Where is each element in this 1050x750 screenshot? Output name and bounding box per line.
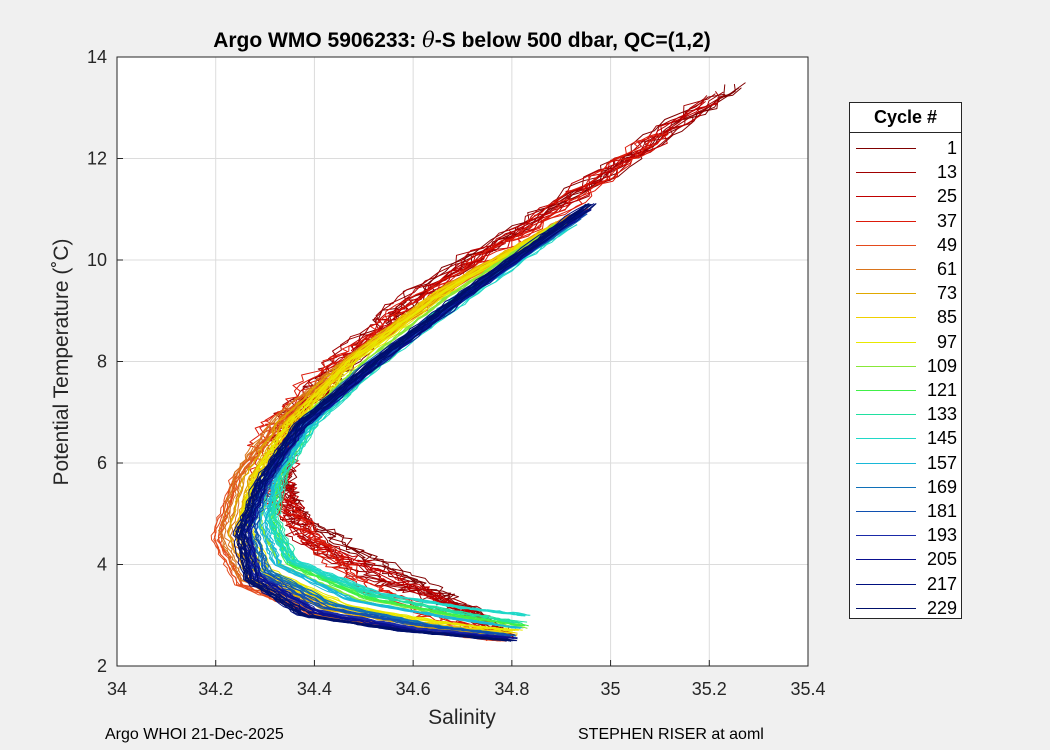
legend-label: 121	[926, 380, 957, 400]
footer-left: Argo WHOI 21-Dec-2025	[105, 726, 284, 743]
legend-label: 157	[926, 452, 957, 473]
legend-entry: 109	[850, 355, 963, 379]
legend-title: Cycle #	[850, 103, 961, 133]
legend-swatch	[856, 607, 916, 609]
legend-label: 73	[936, 283, 957, 304]
legend-swatch	[856, 438, 916, 440]
x-tick-labels: 34 34.2 34.4 34.6 34.8 35 35.2 35.4	[107, 679, 826, 699]
legend-entry: 37	[850, 210, 963, 234]
title-theta: θ	[422, 28, 435, 52]
x-tick-label: 34.8	[494, 679, 529, 699]
y-tick-label: 12	[87, 149, 107, 169]
legend-swatch	[856, 583, 916, 585]
legend-label: 169	[926, 476, 957, 497]
plot-frame	[116, 56, 809, 667]
legend-entry: 133	[850, 403, 963, 427]
legend-label: 133	[926, 404, 957, 425]
x-tick-label: 34.6	[396, 679, 431, 699]
x-tick-label: 34.2	[198, 679, 233, 699]
legend-swatch	[856, 559, 916, 561]
legend-entry: 217	[850, 573, 963, 597]
legend-swatch	[856, 244, 916, 246]
legend-entry: 1	[850, 137, 963, 161]
legend-label: 229	[926, 597, 957, 618]
legend-swatch	[856, 511, 916, 512]
title-suffix: -S below 500 dbar, QC=(1,2)	[435, 29, 711, 52]
legend-swatch	[856, 390, 916, 391]
profile-line-229	[244, 203, 597, 641]
legend-label: 49	[936, 234, 957, 255]
footer-right: STEPHEN RISER at aoml	[578, 726, 764, 743]
profile-line-205	[250, 208, 592, 640]
legend-label: 85	[936, 307, 957, 328]
legend-swatch	[856, 317, 916, 319]
x-tick-label: 34.4	[297, 679, 332, 699]
y-tick-label: 4	[97, 555, 107, 575]
legend-label: 109	[926, 355, 957, 376]
x-axis-label: Salinity	[428, 706, 496, 729]
legend-entry: 97	[850, 331, 963, 355]
legend: Cycle # 1 13 25 37 49 61 73 85 97 109 121 133 145 157…	[849, 102, 962, 619]
legend-entry: 205	[850, 548, 963, 572]
legend-swatch	[856, 365, 916, 367]
legend-label: 13	[936, 162, 957, 183]
title-prefix: Argo WMO 5906233:	[213, 29, 422, 52]
legend-entry: 121	[850, 379, 963, 403]
y-tick-label: 8	[97, 352, 107, 372]
legend-swatch	[856, 535, 916, 537]
legend-entry: 61	[850, 258, 963, 282]
chart-title: Argo WMO 5906233: θ-S below 500 dbar, QC…	[213, 28, 711, 52]
legend-label: 217	[926, 573, 957, 594]
y-axis-label: Potential Temperature (˚C)	[50, 238, 73, 485]
legend-swatch	[856, 486, 916, 488]
legend-swatch	[856, 341, 916, 343]
legend-label: 37	[936, 210, 957, 231]
legend-label: 145	[926, 428, 957, 449]
profile-line-145	[274, 224, 578, 616]
legend-label: 181	[926, 501, 957, 521]
y-tick-label: 10	[87, 250, 107, 270]
x-tick-label: 35.2	[692, 679, 727, 699]
legend-swatch	[856, 414, 916, 416]
legend-label: 25	[936, 186, 957, 207]
legend-entry: 193	[850, 524, 963, 548]
legend-swatch	[856, 148, 916, 149]
legend-label: 1	[946, 138, 957, 158]
legend-swatch	[856, 462, 916, 464]
x-tick-label: 35	[601, 679, 621, 699]
legend-entry: 85	[850, 306, 963, 330]
legend-label: 205	[926, 549, 957, 570]
y-tick-label: 14	[87, 47, 107, 67]
y-tick-label: 6	[97, 453, 107, 473]
series-229	[235, 203, 597, 642]
legend-swatch	[856, 172, 916, 174]
x-tick-label: 34	[107, 679, 127, 699]
legend-swatch	[856, 220, 916, 222]
legend-swatch	[856, 269, 916, 270]
legend-entry: 169	[850, 476, 963, 500]
series-layer	[210, 82, 746, 642]
y-tick-labels: 2 4 6 8 10 12 14	[87, 47, 107, 676]
y-tick-label: 2	[97, 656, 107, 676]
legend-entry: 229	[850, 597, 963, 621]
legend-entry: 157	[850, 452, 963, 476]
x-tick-label: 35.4	[790, 679, 825, 699]
legend-entry: 13	[850, 161, 963, 185]
legend-entry: 49	[850, 234, 963, 258]
legend-label: 193	[926, 525, 957, 546]
legend-entry: 73	[850, 282, 963, 306]
legend-swatch	[856, 196, 916, 198]
legend-entry: 181	[850, 500, 963, 524]
legend-label: 61	[936, 259, 957, 279]
legend-swatch	[856, 293, 916, 295]
profile-line-97	[239, 223, 556, 631]
legend-entry: 145	[850, 427, 963, 451]
legend-entry: 25	[850, 185, 963, 209]
legend-label: 97	[936, 331, 957, 352]
profile-line-229	[235, 203, 587, 642]
